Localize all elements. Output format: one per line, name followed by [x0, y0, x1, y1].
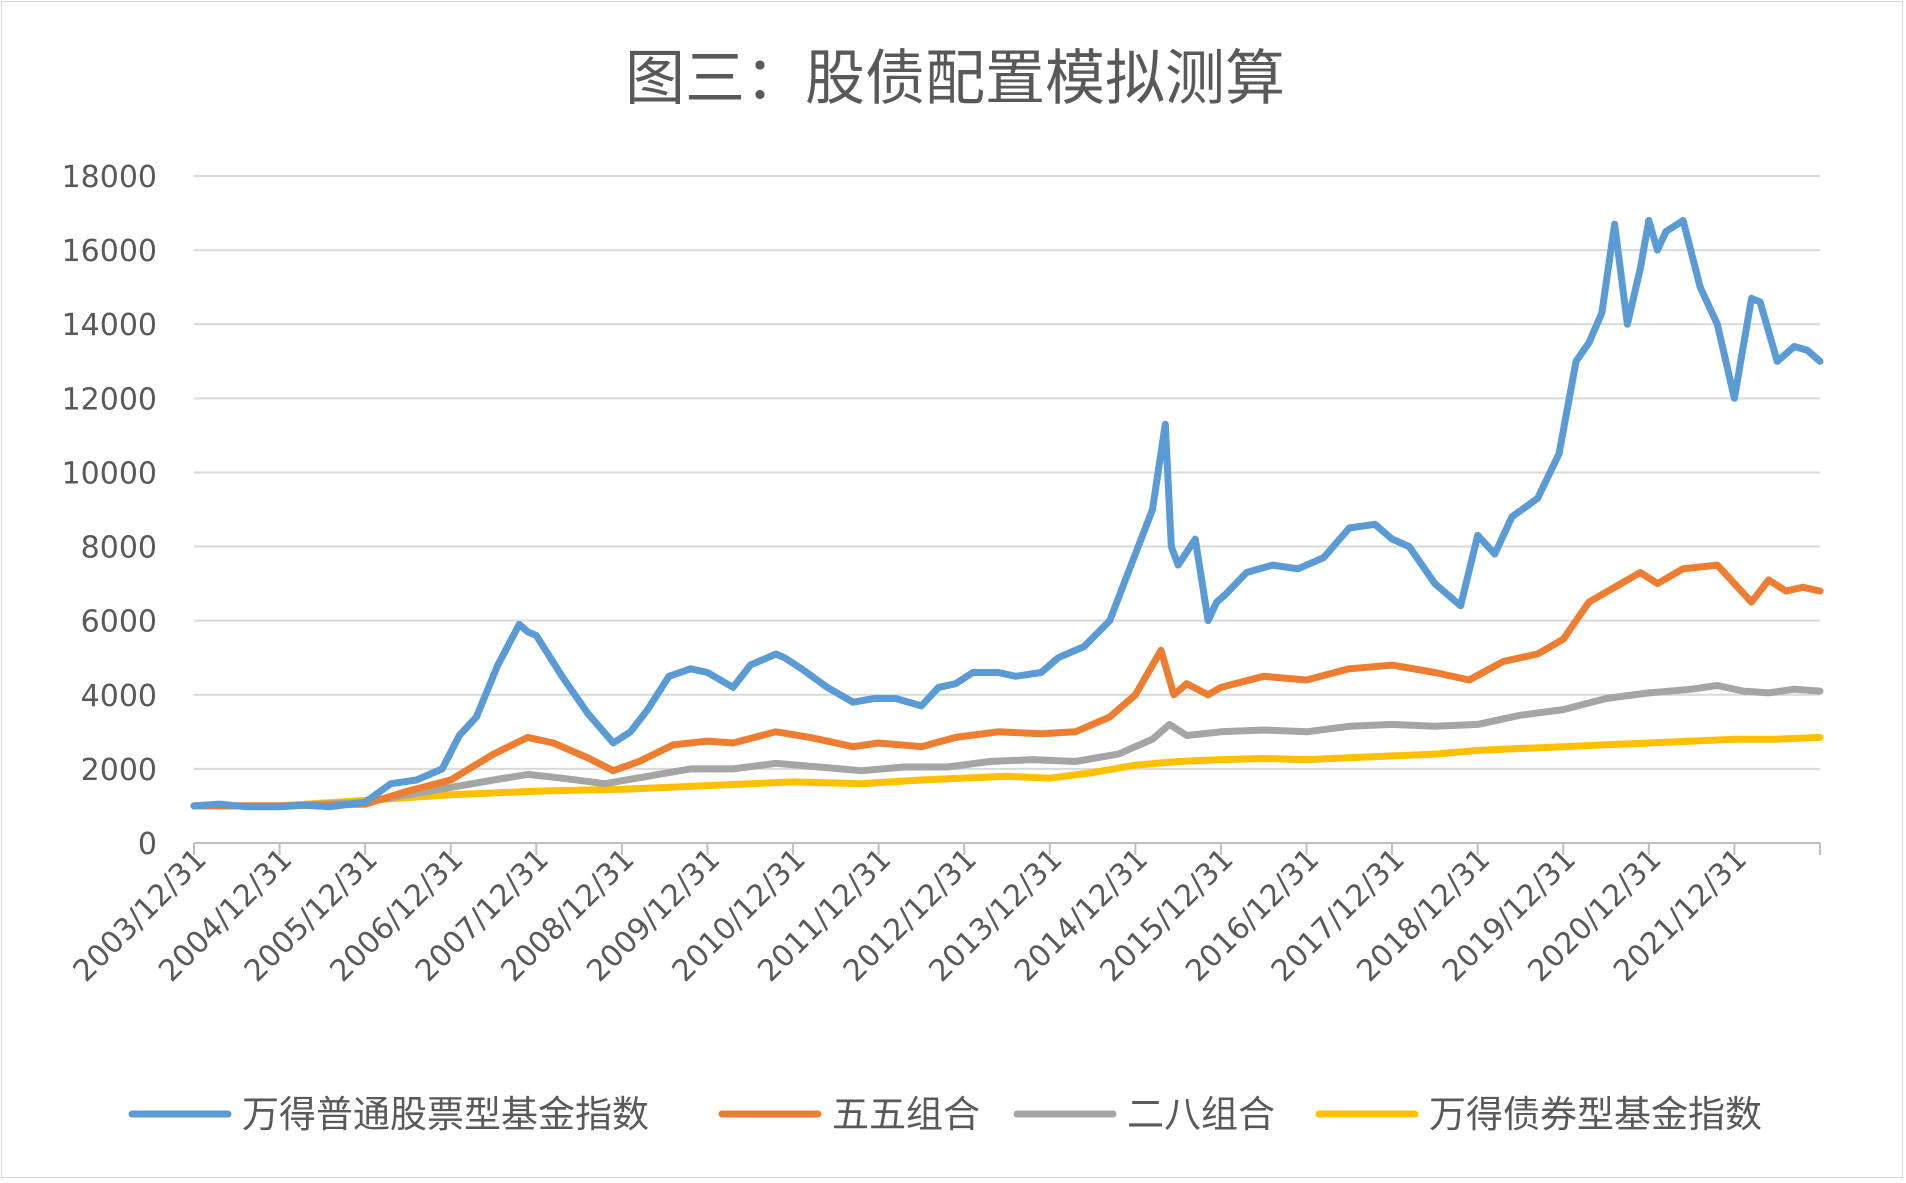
- gridlines: [194, 175, 1820, 770]
- legend-label: 万得普通股票型基金指数: [242, 1093, 649, 1136]
- series-lines: [190, 217, 1824, 811]
- legend-label: 万得债券型基金指数: [1429, 1093, 1762, 1136]
- legend: 万得普通股票型基金指数 五五组合 二八组合 万得债券型基金指数: [128, 1093, 1762, 1136]
- y-tick-label: 8000: [81, 531, 157, 566]
- y-tick-label: 10000: [62, 456, 157, 491]
- y-axis-ticks: 0 2000 4000 6000 8000 10000 12000 14000 16000 180…: [62, 160, 157, 862]
- y-tick-label: 0: [138, 827, 157, 862]
- y-tick-label: 18000: [62, 160, 157, 195]
- chart-title: 图三：股债配置模拟测算: [625, 44, 1285, 114]
- y-tick-label: 16000: [62, 234, 157, 269]
- y-tick-label: 12000: [62, 382, 157, 417]
- y-tick-label: 14000: [62, 308, 157, 343]
- series-line-1: [190, 217, 1824, 811]
- series-line-4: [190, 733, 1824, 810]
- y-tick-label: 6000: [81, 605, 157, 640]
- legend-label: 二八组合: [1127, 1093, 1275, 1136]
- series-line-2: [190, 561, 1824, 810]
- x-axis: 2003/12/312004/12/312005/12/312006/12/31…: [67, 842, 1821, 989]
- legend-label: 五五组合: [832, 1093, 980, 1136]
- y-tick-label: 2000: [81, 753, 157, 788]
- series-line-3: [190, 682, 1824, 810]
- y-tick-label: 4000: [81, 679, 157, 714]
